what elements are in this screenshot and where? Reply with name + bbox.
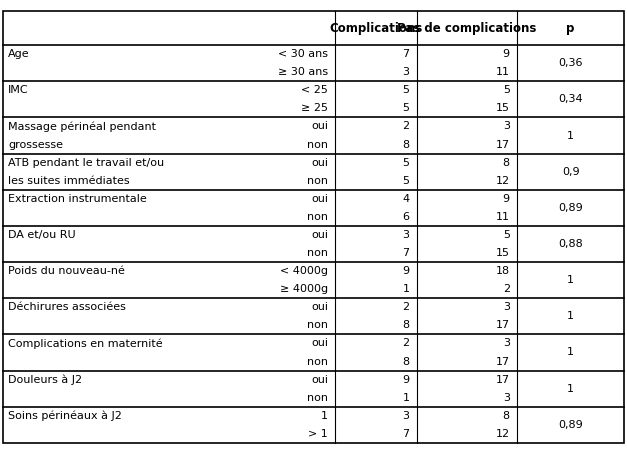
Text: < 25: < 25 [301,85,328,95]
Text: non: non [307,139,328,150]
Text: oui: oui [311,230,328,240]
Text: 4: 4 [403,194,409,204]
Text: 1: 1 [567,130,574,141]
Text: 5: 5 [403,176,409,186]
Text: Complications: Complications [330,22,423,35]
Text: 12: 12 [495,429,510,439]
Text: non: non [307,176,328,186]
Text: p: p [566,22,575,35]
Text: oui: oui [311,338,328,349]
Text: Douleurs à J2: Douleurs à J2 [8,374,82,385]
Text: oui: oui [311,375,328,385]
Text: 0,9: 0,9 [562,167,579,177]
Text: 8: 8 [503,158,510,168]
Text: oui: oui [311,194,328,204]
Text: oui: oui [311,121,328,131]
Text: 5: 5 [503,85,510,95]
Text: ≥ 30 ans: ≥ 30 ans [278,67,328,77]
Text: 8: 8 [503,411,510,421]
Text: 8: 8 [403,357,409,367]
Text: 18: 18 [495,266,510,276]
Text: 1: 1 [567,347,574,358]
Text: 3: 3 [503,302,510,312]
Text: Poids du nouveau-né: Poids du nouveau-né [8,266,125,276]
Text: ≥ 4000g: ≥ 4000g [280,284,328,294]
Text: 8: 8 [403,320,409,330]
Text: 0,89: 0,89 [558,203,583,213]
Text: Extraction instrumentale: Extraction instrumentale [8,194,147,204]
Text: < 4000g: < 4000g [280,266,328,276]
Text: 2: 2 [403,121,409,131]
Text: 0,89: 0,89 [558,420,583,430]
Text: 17: 17 [495,320,510,330]
Text: 1: 1 [567,275,574,285]
Text: < 30 ans: < 30 ans [278,49,328,59]
Text: 1: 1 [321,411,328,421]
Text: 6: 6 [403,212,409,222]
Text: 17: 17 [495,357,510,367]
Text: 1: 1 [567,384,574,394]
Text: 5: 5 [403,103,409,113]
Text: non: non [307,393,328,403]
Text: 11: 11 [496,212,510,222]
Text: 1: 1 [567,311,574,321]
Text: les suites immédiates: les suites immédiates [8,176,130,186]
Text: 11: 11 [496,67,510,77]
Text: 2: 2 [403,338,409,349]
Text: non: non [307,248,328,258]
Text: 2: 2 [503,284,510,294]
Text: oui: oui [311,158,328,168]
Text: 3: 3 [403,67,409,77]
Text: 3: 3 [403,411,409,421]
Text: 0,36: 0,36 [558,58,583,68]
Text: 3: 3 [403,230,409,240]
Text: 7: 7 [403,49,409,59]
Text: grossesse: grossesse [8,139,63,150]
Text: 2: 2 [403,302,409,312]
Text: 1: 1 [403,284,409,294]
Text: 5: 5 [403,85,409,95]
Text: Complications en maternité: Complications en maternité [8,338,163,349]
Text: > 1: > 1 [308,429,328,439]
Text: 0,88: 0,88 [558,239,583,249]
Text: 8: 8 [403,139,409,150]
Text: 3: 3 [503,338,510,349]
Text: 17: 17 [495,375,510,385]
Text: Soins périnéaux à J2: Soins périnéaux à J2 [8,410,122,421]
Text: 12: 12 [495,176,510,186]
Text: 15: 15 [496,248,510,258]
Text: 5: 5 [503,230,510,240]
Text: non: non [307,212,328,222]
Text: Déchirures associées: Déchirures associées [8,302,126,312]
Text: oui: oui [311,302,328,312]
Text: non: non [307,320,328,330]
Text: 3: 3 [503,121,510,131]
Text: 3: 3 [503,393,510,403]
Text: non: non [307,357,328,367]
Text: 1: 1 [403,393,409,403]
Text: 9: 9 [503,194,510,204]
Text: 5: 5 [403,158,409,168]
Text: Pas de complications: Pas de complications [398,22,537,35]
Text: 9: 9 [403,266,409,276]
Text: DA et/ou RU: DA et/ou RU [8,230,76,240]
Text: 9: 9 [503,49,510,59]
Text: ATB pendant le travail et/ou: ATB pendant le travail et/ou [8,158,164,168]
Text: 7: 7 [403,248,409,258]
Text: IMC: IMC [8,85,29,95]
Text: 0,34: 0,34 [558,94,583,104]
Text: 9: 9 [403,375,409,385]
Text: 17: 17 [495,139,510,150]
Text: Massage périnéal pendant: Massage périnéal pendant [8,121,156,132]
Text: 15: 15 [496,103,510,113]
Text: 7: 7 [403,429,409,439]
Text: ≥ 25: ≥ 25 [301,103,328,113]
Text: Age: Age [8,49,29,59]
